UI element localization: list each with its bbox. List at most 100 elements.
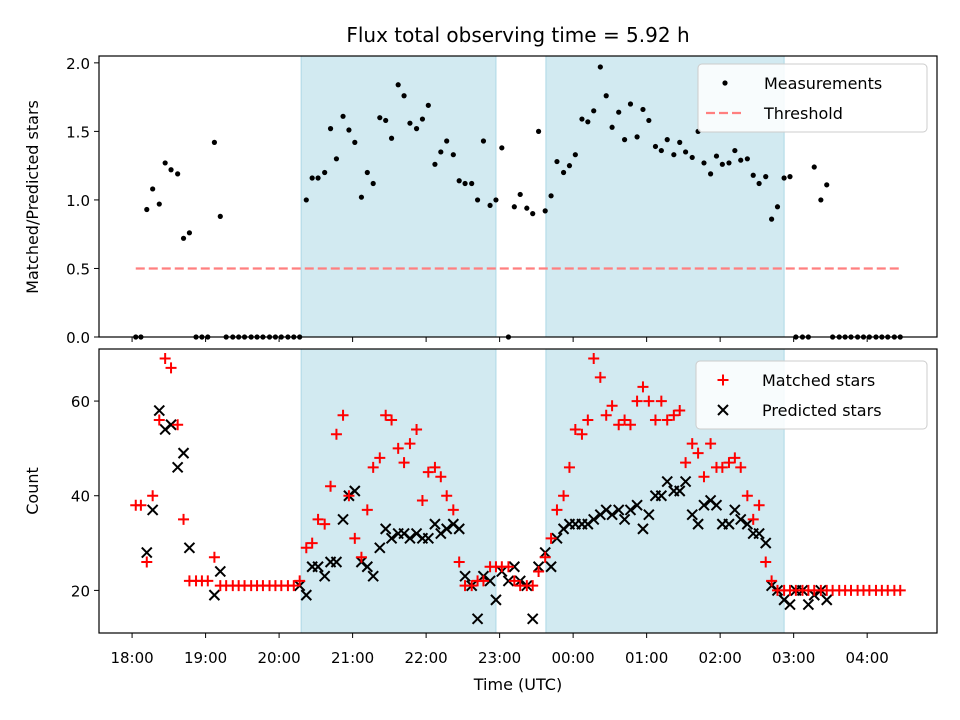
measurement-point [818, 197, 824, 203]
matched-star-point [398, 457, 410, 469]
predicted-star-point [330, 556, 343, 568]
matched-star-point [716, 461, 728, 473]
measurement-point [566, 163, 573, 169]
predicted-star-point [802, 598, 815, 611]
predicted-star-point [545, 561, 557, 573]
matched-star-point [172, 419, 184, 431]
predicted-star-point [208, 589, 221, 601]
ratio-y-tick-label: 1.5 [66, 123, 90, 141]
measurement-point [395, 82, 401, 88]
measurement-point [322, 169, 328, 176]
matched-star-point [135, 499, 147, 511]
matched-star-point [680, 457, 692, 469]
measurement-point [640, 106, 646, 113]
predicted-star-point [735, 513, 747, 526]
predicted-star-point [643, 508, 655, 521]
predicted-star-point [349, 485, 361, 497]
time-x-tick-label: 18:00 [110, 649, 153, 667]
predicted-star-point [440, 523, 453, 535]
predicted-star-point [385, 532, 398, 545]
time-x-tick-label: 01:00 [625, 649, 668, 667]
time-x-tick-label: 20:00 [257, 649, 300, 667]
measurement-point [683, 149, 689, 155]
matched-star-point [337, 409, 349, 421]
measurement-point [781, 175, 787, 181]
matched-star-point [729, 452, 741, 464]
measurement-point [303, 197, 309, 203]
matched-star-point [147, 490, 159, 502]
predicted-star-point [612, 504, 625, 516]
measurement-point [217, 213, 223, 219]
measurement-point [388, 135, 395, 141]
measurement-point [560, 169, 567, 176]
measurement-point [474, 197, 481, 203]
time-x-axis-label: Time (UTC) [473, 675, 562, 694]
count-y-tick-label: 20 [71, 582, 90, 600]
count-legend-frame [695, 360, 928, 430]
predicted-star-point [422, 532, 435, 545]
time-x-tick-label: 03:00 [772, 649, 815, 667]
ratio-legend-frame [697, 63, 928, 133]
matched-star-point [477, 575, 489, 587]
measurement-point [597, 64, 603, 70]
predicted-star-point [404, 532, 416, 545]
matched-star-point [300, 542, 312, 554]
matched-star-point [649, 414, 661, 426]
measurement-point [383, 117, 389, 124]
matched-star-point [631, 395, 643, 407]
ratio-y-tick-label: 2.0 [66, 55, 90, 73]
predicted-star-point [300, 589, 313, 601]
time-x-tick-label: 00:00 [552, 649, 595, 667]
matched-star-point [435, 471, 447, 483]
predicted-star-point [618, 513, 631, 526]
measurement-point [517, 191, 523, 198]
matched-star-point [723, 457, 735, 469]
measurement-point [444, 138, 450, 144]
measurement-point [689, 154, 695, 161]
ratio-legend-label: Measurements [764, 74, 882, 93]
measurement-point [542, 208, 548, 214]
ratio-legend: Measurements Threshold [697, 63, 928, 133]
matched-star-point [165, 362, 177, 374]
predicted-star-point [484, 575, 496, 587]
measurement-point [524, 205, 530, 211]
measurement-point [401, 93, 407, 99]
measurement-point [664, 137, 670, 143]
measurement-point [774, 204, 781, 210]
predicted-star-point [471, 613, 484, 625]
predicted-star-point [661, 475, 673, 488]
measurement-point [554, 158, 560, 165]
matched-star-point [624, 419, 636, 431]
measurement-point [150, 186, 156, 192]
matched-star-point [453, 556, 465, 568]
count-y-axis-label: Count [23, 467, 42, 515]
matched-star-point [294, 575, 306, 587]
measurement-point [346, 127, 352, 133]
matched-star-point [674, 405, 686, 417]
predicted-star-point [508, 561, 521, 573]
matched-star-point [661, 414, 673, 426]
count-legend-marker [717, 404, 729, 416]
time-x-tick-label: 02:00 [699, 649, 742, 667]
matched-star-point [613, 419, 625, 431]
matched-star-point [576, 428, 588, 440]
matched-star-point [582, 414, 594, 426]
matched-star-point [698, 471, 710, 483]
measurement-point [144, 206, 150, 213]
measurement-point [364, 169, 370, 176]
predicted-star-point [146, 504, 159, 516]
measurement-point [811, 164, 817, 170]
ratio-y-axis-label: Matched/Predicted stars [23, 100, 42, 294]
predicted-star-point [337, 513, 349, 526]
matched-star-point [558, 490, 570, 502]
matched-star-point [380, 409, 392, 421]
predicted-star-point [760, 537, 772, 549]
figure-title: Flux total observing time = 5.92 h [346, 23, 689, 47]
predicted-star-point [312, 561, 324, 573]
measurement-point [591, 108, 597, 114]
predicted-star-point [674, 485, 686, 497]
measurement-point [634, 134, 640, 140]
matched-star-point [416, 494, 428, 506]
matched-star-point [386, 414, 398, 426]
